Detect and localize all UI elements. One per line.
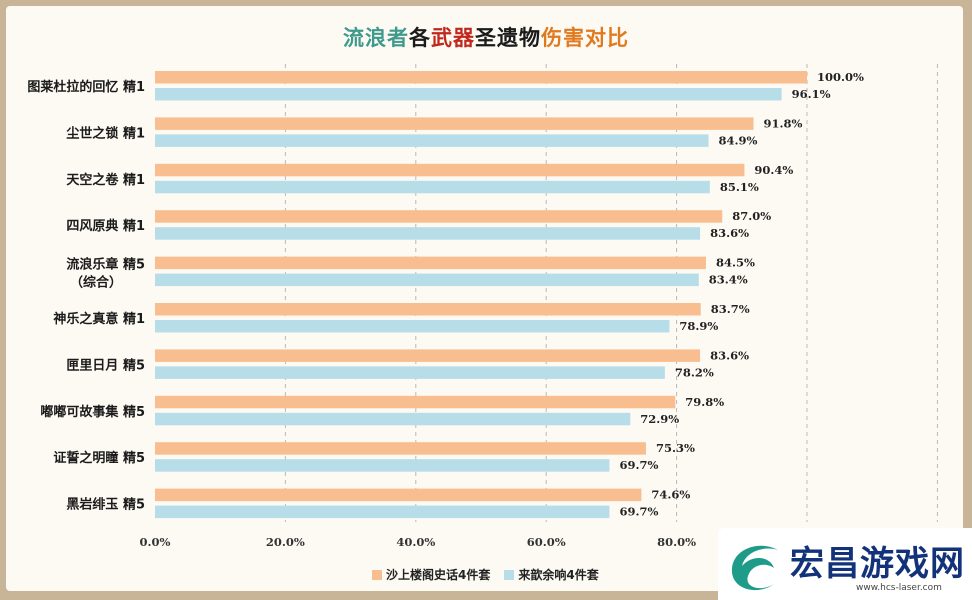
bar-s2-2 [155, 134, 709, 147]
category-layer: 图莱杜拉的回忆 精1 尘世之锁 精1 天空之卷 精1 四风原典 精1 流浪乐章 精5 （综… [27, 79, 145, 513]
category-label-10: 黑岩绯玉 精5 [66, 497, 145, 513]
value-label-s1-5: 84.5% [716, 256, 755, 270]
value-label-s1-6: 83.7% [711, 302, 750, 316]
watermark-logo-icon [731, 545, 778, 591]
legend-swatch-series-1 [372, 569, 382, 580]
legend-label-series-1: 沙上楼阁史话4件套 [386, 568, 491, 582]
title-part-2: 各 [409, 26, 431, 50]
x-tick-label-2: 20.0% [266, 535, 305, 549]
bar-s1-1 [155, 71, 807, 84]
title-part-5: 伤害对比 [541, 26, 629, 50]
category-label-6: 神乐之真意 精1 [53, 311, 145, 327]
value-label-s1-2: 91.8% [764, 116, 803, 130]
watermark-url: www.hcs-laser.com [856, 583, 942, 593]
value-label-s2-8: 72.9% [640, 412, 679, 426]
bar-s1-4 [155, 210, 723, 223]
tick-layer: 0.0% 20.0% 40.0% 60.0% 80.0% [140, 535, 697, 549]
bar-layer [155, 71, 807, 519]
bar-s1-7 [155, 349, 701, 362]
bar-s2-3 [155, 180, 710, 194]
title-part-1: 流浪者 [343, 26, 409, 50]
value-label-s2-1: 96.1% [792, 87, 831, 101]
category-label-3: 天空之卷 精1 [66, 172, 145, 188]
watermark: 宏昌游戏网 www.hcs-laser.com [718, 528, 972, 600]
legend-swatch-series-2 [504, 569, 515, 580]
bar-s1-6 [155, 303, 701, 316]
label-layer: 100.0% 96.1% 91.8% 84.9% 90.4% 85.1% 87.0% 83.6… [619, 70, 864, 519]
title-part-4: 圣遗物 [475, 26, 541, 50]
legend-label-series-2: 来歆余响4件套 [518, 568, 599, 582]
chart-title: 流浪者各武器圣遗物伤害对比 [0, 22, 972, 52]
x-tick-label-5: 80.0% [657, 535, 696, 549]
bar-s2-1 [155, 88, 782, 101]
category-label-9: 证誓之明瞳 精5 [53, 450, 145, 466]
value-label-s1-7: 83.6% [710, 348, 749, 362]
bar-s2-6 [155, 320, 670, 333]
category-label-4: 四风原典 精1 [66, 218, 145, 234]
legend: 沙上楼阁史话4件套 来歆余响4件套 [372, 566, 599, 583]
bar-s2-10 [155, 505, 610, 519]
bar-s1-3 [155, 163, 745, 177]
bar-s1-5 [155, 256, 706, 270]
bar-s2-5 [155, 273, 699, 287]
category-label-5-line-2: （综合） [70, 275, 122, 291]
value-label-s1-3: 90.4% [754, 163, 793, 177]
bar-s2-7 [155, 366, 665, 379]
value-label-s2-4: 83.6% [710, 226, 749, 240]
value-label-s2-10: 69.7% [619, 505, 658, 519]
bar-s1-8 [155, 395, 676, 409]
value-label-s2-9: 69.7% [619, 458, 658, 472]
x-tick-label-1: 0.0% [140, 535, 171, 549]
title-part-3: 武器 [431, 26, 475, 50]
legend-item-series-1: 沙上楼阁史话4件套 [372, 566, 490, 583]
x-tick-label-3: 40.0% [396, 535, 435, 549]
value-label-s1-9: 75.3% [656, 441, 695, 455]
value-label-s2-7: 78.2% [675, 365, 714, 379]
bar-s2-8 [155, 412, 631, 426]
value-label-s2-5: 83.4% [709, 273, 748, 287]
category-label-7: 匣里日月 精5 [66, 357, 145, 373]
category-label-1: 图莱杜拉的回忆 精1 [27, 79, 145, 95]
value-label-s1-4: 87.0% [732, 209, 771, 223]
value-label-s1-1: 100.0% [817, 70, 864, 84]
watermark-text: 宏昌游戏网 [790, 544, 965, 584]
bar-s1-2 [155, 117, 754, 130]
value-label-s2-3: 85.1% [720, 180, 759, 194]
bar-s1-9 [155, 442, 646, 455]
bar-s2-4 [155, 227, 701, 240]
bar-s2-9 [155, 459, 610, 472]
value-label-s2-2: 84.9% [719, 133, 758, 147]
category-label-2: 尘世之锁 精1 [66, 125, 145, 141]
x-tick-label-4: 60.0% [527, 535, 566, 549]
legend-item-series-2: 来歆余响4件套 [504, 566, 599, 583]
bar-s1-10 [155, 488, 642, 502]
value-label-s2-6: 78.9% [679, 319, 718, 333]
value-label-s1-10: 74.6% [651, 488, 690, 502]
category-label-8: 嘟嘟可故事集 精5 [40, 404, 145, 420]
value-label-s1-8: 79.8% [685, 395, 724, 409]
category-label-5-line-1: 流浪乐章 精5 [66, 257, 145, 273]
